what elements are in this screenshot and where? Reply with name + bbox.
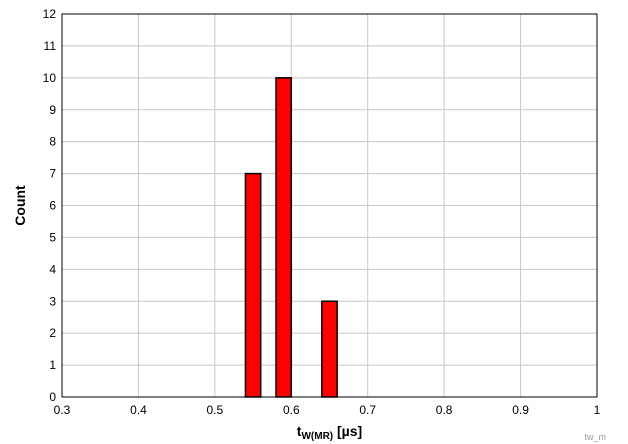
y-tick-label: 10: [43, 71, 57, 85]
y-tick-label: 3: [49, 294, 56, 308]
x-tick-label: 0.6: [283, 403, 300, 417]
histogram-bar: [321, 300, 338, 398]
x-tick-label: 0.7: [359, 403, 376, 417]
histogram-bar: [244, 172, 262, 398]
y-tick-label: 11: [44, 39, 57, 53]
x-tick-label: 1: [594, 403, 601, 417]
x-tick-label: 0.3: [54, 403, 71, 417]
grid-lines: [61, 13, 598, 398]
y-axis-title: Count: [12, 185, 28, 226]
y-tick-label: 6: [49, 199, 56, 213]
y-tick-label: 4: [49, 262, 56, 276]
x-axis-title-main: t: [297, 423, 302, 439]
x-axis-tick-labels: 0.3 0.4 0.5 0.6 0.7 0.8 0.9 1: [54, 403, 601, 417]
x-tick-label: 0.9: [512, 403, 529, 417]
x-tick-label: 0.8: [436, 403, 453, 417]
y-tick-label: 9: [49, 103, 56, 117]
y-tick-label: 0: [49, 390, 56, 404]
y-tick-label: 2: [49, 326, 56, 340]
y-tick-label: 12: [43, 7, 57, 21]
bars: [244, 77, 338, 398]
plot-area-border: [61, 13, 598, 398]
y-tick-label: 8: [49, 135, 56, 149]
watermark-label: tw_m: [584, 432, 606, 442]
y-tick-label: 1: [49, 358, 56, 372]
x-tick-label: 0.4: [130, 403, 147, 417]
x-tick-label: 0.5: [207, 403, 224, 417]
x-axis-title-unit: [µs]: [333, 423, 362, 439]
x-axis-title: tW(MR) [µs]: [297, 423, 362, 442]
x-axis-title-subscript: W(MR): [301, 431, 333, 442]
histogram-bar: [275, 77, 293, 398]
y-tick-label: 5: [49, 230, 56, 244]
y-tick-label: 7: [49, 167, 56, 181]
